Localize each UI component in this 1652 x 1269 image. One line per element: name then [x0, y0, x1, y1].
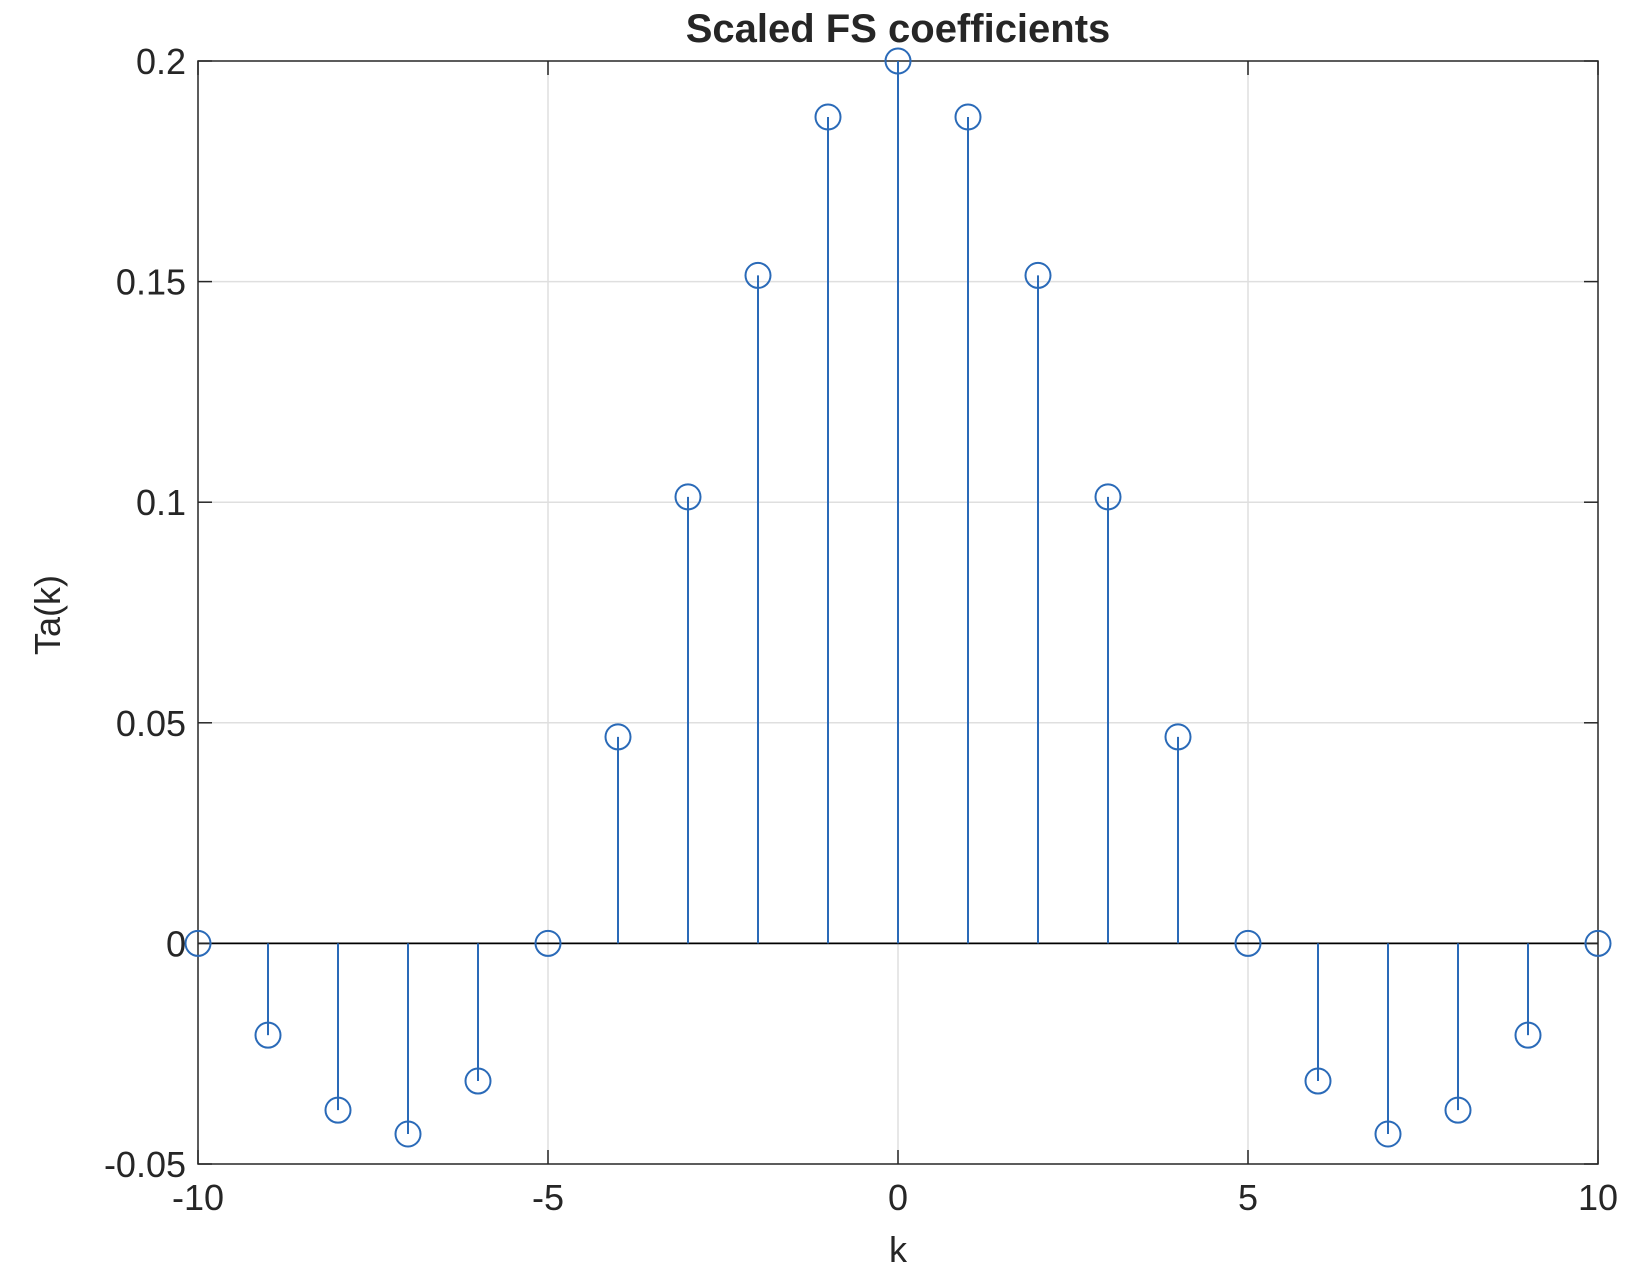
- y-tick-label: 0.15: [116, 262, 186, 303]
- stem-marker: [1094, 483, 1122, 511]
- x-tick-label: -10: [172, 1177, 224, 1218]
- data-stems: [267, 61, 1529, 1134]
- stem-marker: [1234, 929, 1262, 957]
- data-markers: [184, 47, 1612, 1148]
- chart-title: Scaled FS coefficients: [686, 7, 1111, 51]
- x-axis-label: k: [889, 1229, 908, 1264]
- y-axis-label: Ta(k): [27, 575, 68, 655]
- stem-marker: [394, 1120, 422, 1148]
- stem-marker: [184, 929, 212, 957]
- y-tick-label: 0.05: [116, 703, 186, 744]
- stem-marker: [744, 261, 772, 289]
- stem-marker: [1444, 1096, 1472, 1124]
- stem-marker: [884, 47, 912, 75]
- x-tick-label: 0: [888, 1177, 908, 1218]
- stem-marker: [534, 929, 562, 957]
- stem-marker: [1584, 929, 1612, 957]
- x-tick-label: -5: [532, 1177, 564, 1218]
- stem-marker: [324, 1096, 352, 1124]
- stem-marker: [254, 1021, 282, 1049]
- stem-marker: [674, 483, 702, 511]
- tick-labels: -10 -5 0 5 10 -0.05 0 0.05 0.1 0.15 0.2: [104, 41, 1618, 1218]
- stem-marker: [814, 103, 842, 131]
- stem-marker: [1374, 1120, 1402, 1148]
- x-tick-label: 10: [1578, 1177, 1618, 1218]
- stem-marker: [604, 723, 632, 751]
- stem-marker: [1024, 261, 1052, 289]
- y-tick-label: 0.2: [136, 41, 186, 82]
- y-tick-label: 0.1: [136, 482, 186, 523]
- x-tick-label: 5: [1238, 1177, 1258, 1218]
- y-tick-label: 0: [166, 923, 186, 964]
- y-tick-label: -0.05: [104, 1144, 186, 1185]
- stem-marker: [954, 103, 982, 131]
- stem-marker: [464, 1067, 492, 1095]
- stem-marker: [1304, 1067, 1332, 1095]
- stem-marker: [1514, 1021, 1542, 1049]
- stem-marker: [1164, 723, 1192, 751]
